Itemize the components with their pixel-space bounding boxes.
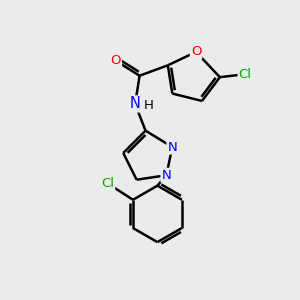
Text: N: N <box>130 96 141 111</box>
Text: Cl: Cl <box>101 177 114 190</box>
Text: N: N <box>161 169 171 182</box>
Text: O: O <box>191 45 201 58</box>
Text: H: H <box>144 99 154 112</box>
Text: Cl: Cl <box>238 68 252 81</box>
Text: N: N <box>167 140 177 154</box>
Text: O: O <box>111 54 121 67</box>
